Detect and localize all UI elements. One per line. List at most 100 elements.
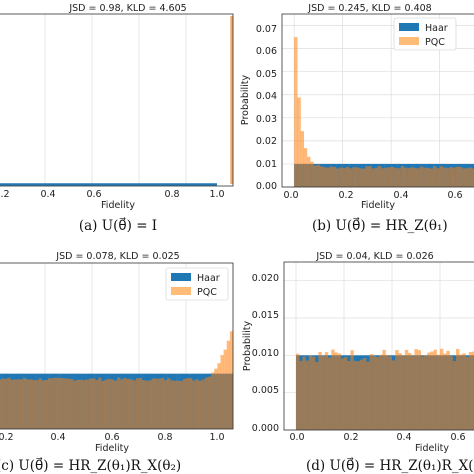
panel-b-pqc-bar: [323, 167, 327, 187]
panel-c-pqc-bar: [139, 377, 143, 429]
panel-c-xtick: 0.2: [0, 432, 14, 443]
panel-b-pqc-bar: [410, 167, 414, 187]
panel-c-xtick: 1.0: [209, 432, 224, 443]
panel-b-pqc-bar: [300, 131, 305, 187]
panel-b-pqc-bar: [433, 166, 437, 187]
panel-b-pqc-bar: [316, 164, 321, 187]
panel-b-pqc-bar: [459, 166, 463, 187]
panel-c-legend-swatch-pqc: [171, 287, 191, 295]
panel-d-xtick: 0.2: [343, 432, 358, 443]
panel-c-pqc-bar: [145, 380, 149, 429]
panel-c-pqc-bar: [229, 331, 234, 429]
panel-d-ylabel: Probability: [242, 321, 253, 372]
panel-c-pqc-bar: [92, 378, 96, 429]
panel-b-pqc-bar: [449, 167, 453, 187]
panel-c-legend-label-pqc: PQC: [197, 287, 217, 298]
panel-d-pqc-bar: [331, 349, 335, 430]
panel-d-pqc-bar: [398, 353, 402, 430]
panel-b-pqc-bar: [455, 166, 460, 187]
panel-c-pqc-bar: [45, 379, 49, 429]
panel-c-pqc-bar: [135, 378, 140, 429]
panel-b-pqc-bar: [387, 167, 392, 187]
panel-d-pqc-bar: [468, 351, 473, 430]
panel-d-title: JSD = 0.04, KLD = 0.026: [315, 251, 433, 262]
panel-d-pqc-bar: [462, 353, 466, 430]
panel-b-ytick: 0.03: [256, 114, 277, 125]
panel-b-pqc-bar: [345, 166, 350, 187]
panel-d-xtick: 0.4: [396, 432, 411, 443]
panel-a-xtick: 0.2: [0, 189, 10, 200]
panel-d-pqc-bar: [449, 356, 453, 430]
panel-d-frame: [283, 261, 474, 431]
panel-d-pqc-bar: [414, 349, 418, 430]
panel-c-pqc-bar: [160, 377, 165, 429]
panel-c-pqc-bar: [201, 379, 205, 429]
panel-b-ytick: 0.02: [256, 136, 277, 147]
panel-d-pqc-bar: [392, 360, 396, 430]
panel-c-legend: Haar PQC: [165, 267, 229, 301]
panel-c-xtick: 0.8: [157, 432, 172, 443]
panel-d-pqc-bar: [446, 350, 450, 430]
panel-b-pqc-bar: [365, 166, 369, 187]
panel-b-pqc-bar: [407, 168, 411, 187]
panel-b-legend-label-haar: Haar: [425, 23, 448, 34]
panel-c-pqc-bar: [214, 368, 218, 429]
panel-b-pqc-bar: [378, 166, 382, 187]
panel-c-pqc-bar: [63, 378, 68, 429]
panel-c-pqc-bar: [95, 379, 99, 429]
panel-b-pqc-bar: [362, 168, 366, 187]
panel-d-pqc-bar: [388, 356, 393, 430]
panel-d-pqc-bar: [408, 352, 412, 430]
panel-a-caption: (a) U(θ⃗) = I: [79, 217, 157, 234]
panel-b-pqc-bar: [413, 167, 418, 187]
panel-b-caption: (b) U(θ⃗) = HR_Z(θ₁): [312, 217, 448, 234]
panel-c-pqc-bar: [98, 377, 102, 429]
panel-b-title: JSD = 0.245, KLD = 0.408: [307, 3, 431, 14]
panel-d-xtick: 0.6: [450, 432, 465, 443]
panel-d-pqc-bar: [411, 355, 415, 430]
panel-c-pqc-bar: [129, 379, 133, 429]
panel-d-pqc-bar: [344, 357, 348, 430]
panel-a-title: JSD = 0.98, KLD = 4.605: [68, 3, 186, 14]
panel-c-pqc-bar: [23, 378, 27, 429]
panel-d-pqc-bar: [443, 353, 447, 430]
panel-c-pqc-bar: [182, 379, 187, 429]
panel-c-pqc-bar: [198, 380, 202, 429]
panel-d-pqc-bar: [465, 356, 469, 430]
panel-b-pqc-bar: [329, 166, 334, 187]
panel-d-pqc-bar: [366, 361, 370, 430]
panel-c-pqc-bar: [117, 377, 121, 429]
panel-b-pqc-bar: [394, 168, 398, 187]
panel-d-pqc-bar: [363, 357, 367, 430]
panel-d-pqc-bar: [456, 348, 460, 430]
panel-d-xtick: 0.0: [289, 432, 304, 443]
panel-c-xtick: 0.4: [50, 432, 65, 443]
panel-b-pqc-bar: [381, 168, 385, 187]
panel-c-pqc-bar: [126, 378, 130, 429]
panel-d-pqc-bar: [334, 352, 338, 430]
panel-c-pqc-bar: [151, 378, 155, 429]
panel-d-pqc-bar: [340, 358, 345, 430]
panel-d-pqc-bar: [337, 353, 341, 430]
panel-b-xtick: 0.0: [283, 190, 298, 201]
panel-c-caption: (c) U(θ⃗) = HR_Z(θ₁)R_X(θ₂): [0, 457, 181, 474]
panel-d-pqc-bar: [472, 351, 474, 430]
panel-b-pqc-bar: [358, 168, 363, 187]
panel-b-pqc-bar: [404, 167, 408, 187]
panel-c-pqc-bar: [88, 378, 93, 429]
panel-c-pqc-bar: [48, 378, 52, 429]
panel-c-pqc-bar: [113, 380, 118, 429]
panel-c-pqc-bar: [0, 379, 2, 429]
panel-b-pqc-bar: [452, 167, 456, 187]
panel-d-pqc-bar: [302, 356, 306, 430]
panel-d-pqc-bar: [424, 355, 428, 430]
panel-b-pqc-bar: [352, 167, 356, 187]
panel-d-pqc-bar: [369, 353, 373, 430]
panel-b-legend-swatch-pqc: [399, 37, 419, 45]
panel-d-pqc-bar: [305, 360, 309, 430]
panel-c-pqc-bar: [123, 377, 127, 429]
panel-c-pqc-bar: [10, 379, 14, 429]
panel-d-pqc-bar: [459, 354, 463, 430]
panel-d-pqc-bar: [312, 356, 316, 430]
panel-d-pqc-bar: [417, 350, 421, 430]
